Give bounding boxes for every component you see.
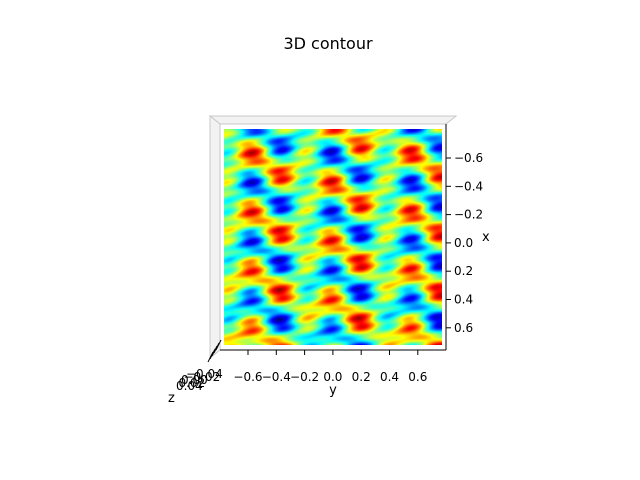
y-axis-label: y <box>329 383 337 398</box>
y-tick-label: 0.2 <box>352 370 371 384</box>
y-axis-ticks: −0.6 −0.4 −0.2 0.0 0.2 0.4 0.6 <box>233 350 427 384</box>
y-tick-label: 0.4 <box>380 370 399 384</box>
pane-frames <box>208 114 458 360</box>
z-tick-label: 0.00 <box>181 373 208 387</box>
z-tick-mark <box>215 339 222 351</box>
z-tick-label: 0.04 <box>176 379 203 393</box>
z-axis-label: z <box>168 391 175 406</box>
z-tick-label: −0.02 <box>184 370 221 384</box>
z-tick-label: −0.04 <box>186 367 223 381</box>
z-axis-ticks: 0.040.020.00−0.02−0.04 <box>176 339 223 393</box>
top-pane <box>208 115 458 125</box>
x-tick-label: −0.2 <box>454 208 483 222</box>
x-tick-label: 0.0 <box>454 236 473 250</box>
y-tick-label: 0.6 <box>408 370 427 384</box>
x-tick-label: −0.6 <box>454 151 483 165</box>
contour-heatmap <box>224 129 442 345</box>
x-tick-label: −0.4 <box>454 179 483 193</box>
x-tick-label: 0.6 <box>454 321 473 335</box>
x-tick-label: 0.2 <box>454 264 473 278</box>
chart-title: 3D contour <box>283 34 373 53</box>
heatmap-surface <box>222 127 444 347</box>
left-pane <box>209 114 221 360</box>
x-axis-label: x <box>482 230 490 245</box>
x-axis-ticks: −0.6 −0.4 −0.2 0.0 0.2 0.4 0.6 <box>446 151 483 335</box>
y-tick-label: −0.2 <box>290 370 319 384</box>
z-tick-label: 0.02 <box>179 376 206 390</box>
x-tick-label: 0.4 <box>454 293 473 307</box>
y-tick-label: 0.0 <box>323 370 342 384</box>
y-tick-label: −0.4 <box>262 370 291 384</box>
y-tick-label: −0.6 <box>233 370 262 384</box>
